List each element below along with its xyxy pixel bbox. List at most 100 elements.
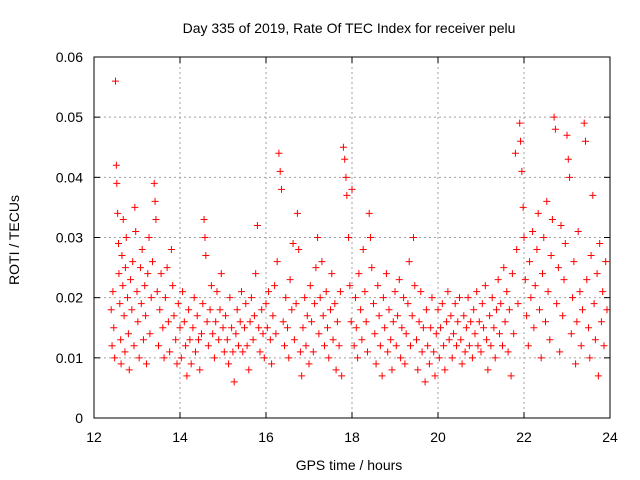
data-point-324 [544,288,552,296]
data-point-215 [389,318,397,326]
data-point-180 [341,155,349,163]
data-point-308 [521,276,529,284]
data-point-244 [431,372,439,380]
data-point-220 [397,354,405,362]
data-point-331 [554,264,562,272]
data-point-346 [576,288,584,296]
data-point-140 [284,324,291,332]
data-point-274 [474,342,482,350]
data-point-40 [144,270,152,278]
data-point-211 [384,348,392,356]
data-point-291 [499,342,506,350]
data-point-261 [456,294,463,302]
data-point-254 [445,336,453,344]
data-point-49 [155,342,162,350]
data-point-295 [504,348,512,356]
data-point-195 [361,288,369,296]
x-tick-label-4: 20 [430,429,446,445]
data-point-270 [468,354,476,362]
data-point-71 [186,336,194,344]
data-point-126 [263,324,271,332]
data-point-309 [523,312,531,320]
data-point-216 [391,288,399,296]
data-point-19 [121,264,129,272]
data-point-162 [315,330,323,338]
data-point-283 [487,342,495,350]
data-point-185 [347,318,355,326]
data-point-155 [305,360,313,368]
data-point-22 [124,330,132,338]
data-point-330 [553,300,561,308]
data-point-80 [199,300,207,308]
data-point-299 [510,330,518,338]
data-point-79 [198,330,205,338]
data-point-225 [404,300,412,308]
data-point-138 [280,342,288,350]
data-point-160 [312,264,320,272]
data-point-78 [196,366,204,374]
data-point-15 [119,282,127,290]
data-point-63 [174,300,182,308]
data-point-41 [145,234,153,241]
data-point-125 [262,300,270,308]
data-point-65 [177,354,185,362]
data-point-178 [338,372,346,380]
data-point-55 [163,264,171,272]
data-point-365 [603,306,611,314]
data-point-189 [352,324,360,332]
data-point-339 [566,173,574,181]
data-point-318 [535,306,543,314]
data-point-286 [491,354,499,362]
data-point-313 [529,227,537,235]
data-point-170 [327,306,334,314]
data-point-301 [513,246,521,254]
data-point-18 [121,348,129,356]
data-point-112 [243,342,251,350]
data-point-157 [308,318,316,326]
data-point-249 [438,300,446,308]
data-point-280 [483,336,491,344]
data-point-129 [268,360,276,368]
data-point-310 [524,342,532,350]
data-point-144 [289,240,297,248]
data-point-362 [599,288,607,296]
data-point-214 [388,366,396,374]
data-point-219 [395,276,403,284]
data-point-120 [255,324,263,332]
data-point-250 [440,342,448,350]
data-point-35 [138,246,146,254]
data-point-163 [316,294,324,302]
data-point-152 [301,294,309,302]
data-point-316 [533,246,541,254]
data-point-204 [374,282,382,290]
data-point-188 [351,294,359,302]
data-point-151 [299,324,307,332]
data-point-290 [497,300,505,308]
data-point-182 [343,191,351,199]
data-point-3 [110,324,118,332]
data-point-251 [441,366,449,374]
data-point-200 [368,264,376,272]
data-point-83 [202,252,210,260]
data-point-88 [209,330,217,338]
data-point-25 [128,306,136,314]
data-point-207 [378,372,386,380]
data-point-361 [597,318,605,326]
data-point-265 [461,348,469,356]
data-point-342 [570,258,578,266]
data-point-311 [526,258,534,266]
data-point-296 [505,306,513,314]
x-tick-label-0: 12 [86,429,102,445]
data-point-307 [520,234,528,241]
data-point-1 [108,342,116,350]
axis-ticks: 12 14 16 18 20 22 24 0 0.01 0.02 0.03 0.04 0.05 0.06 [56,49,618,445]
data-point-202 [371,330,379,338]
data-point-210 [382,270,390,278]
x-tick-label-3: 18 [344,429,360,445]
data-point-364 [602,258,610,266]
data-point-306 [519,203,527,211]
data-point-38 [142,312,150,320]
data-point-172 [329,336,337,344]
y-tick-label-5: 0.05 [56,109,83,125]
